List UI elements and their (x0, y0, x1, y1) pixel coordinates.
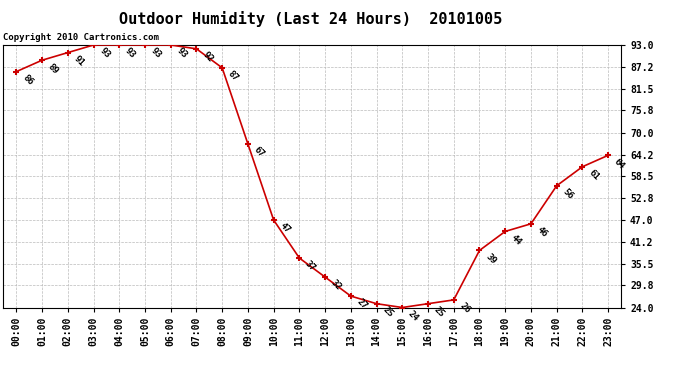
Text: 25: 25 (381, 305, 395, 319)
Text: 46: 46 (535, 225, 549, 239)
Text: 26: 26 (458, 301, 472, 315)
Text: 44: 44 (509, 233, 523, 247)
Text: 25: 25 (432, 305, 446, 319)
Text: 39: 39 (484, 252, 497, 266)
Text: 37: 37 (304, 260, 317, 273)
Text: 87: 87 (226, 69, 240, 83)
Text: 93: 93 (149, 46, 163, 60)
Text: 93: 93 (98, 46, 112, 60)
Text: 24: 24 (406, 309, 420, 323)
Text: 93: 93 (175, 46, 189, 60)
Text: 64: 64 (612, 157, 627, 171)
Text: 89: 89 (46, 62, 60, 76)
Text: Outdoor Humidity (Last 24 Hours)  20101005: Outdoor Humidity (Last 24 Hours) 2010100… (119, 11, 502, 27)
Text: 47: 47 (278, 221, 292, 236)
Text: 32: 32 (329, 279, 343, 292)
Text: 91: 91 (72, 54, 86, 68)
Text: 56: 56 (561, 187, 575, 201)
Text: 92: 92 (201, 50, 215, 64)
Text: 61: 61 (586, 168, 600, 182)
Text: 27: 27 (355, 297, 369, 312)
Text: Copyright 2010 Cartronics.com: Copyright 2010 Cartronics.com (3, 33, 159, 42)
Text: 93: 93 (124, 46, 137, 60)
Text: 67: 67 (252, 145, 266, 159)
Text: 86: 86 (21, 73, 34, 87)
